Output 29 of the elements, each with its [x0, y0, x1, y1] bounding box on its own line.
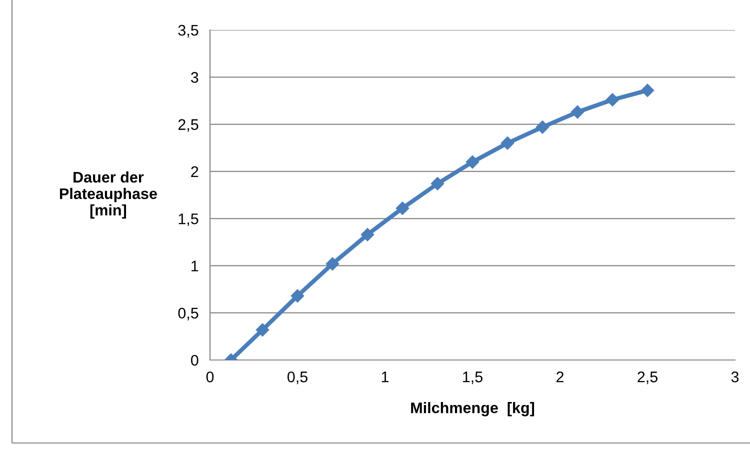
y-tick-label: 3,5	[178, 24, 198, 38]
y-tick-label: 2	[191, 166, 198, 177]
x-axis-title: Milchmenge [kg]	[411, 402, 534, 416]
point	[536, 120, 550, 134]
point	[500, 136, 514, 150]
y-tick-label: 3	[190, 72, 198, 83]
point	[570, 105, 584, 119]
point	[360, 228, 374, 242]
point	[430, 177, 444, 190]
point	[256, 323, 270, 336]
point	[290, 289, 304, 302]
point	[326, 257, 340, 270]
x-tick-label: 2	[556, 372, 564, 382]
x-tick-label: 0	[206, 372, 214, 382]
x-tick-label: 1,5	[463, 372, 482, 384]
y-tick-label: 0,5	[178, 308, 198, 320]
point	[396, 202, 410, 215]
x-tick-label: 0,5	[287, 372, 308, 384]
x-tick-label: 3	[731, 372, 739, 382]
y-tick-label: 2,5	[178, 119, 198, 132]
y-tick-label: 0	[190, 354, 198, 366]
x-tick-label: 1	[382, 372, 389, 382]
x-tick-label: 2,5	[638, 372, 658, 384]
point	[640, 84, 654, 97]
point	[466, 155, 480, 169]
y-axis-title: Dauer der Plateauphase [min]	[60, 171, 157, 219]
point	[606, 93, 620, 106]
y-tick-label: 1	[192, 260, 198, 272]
y-tick-label: 1,5	[178, 214, 198, 226]
